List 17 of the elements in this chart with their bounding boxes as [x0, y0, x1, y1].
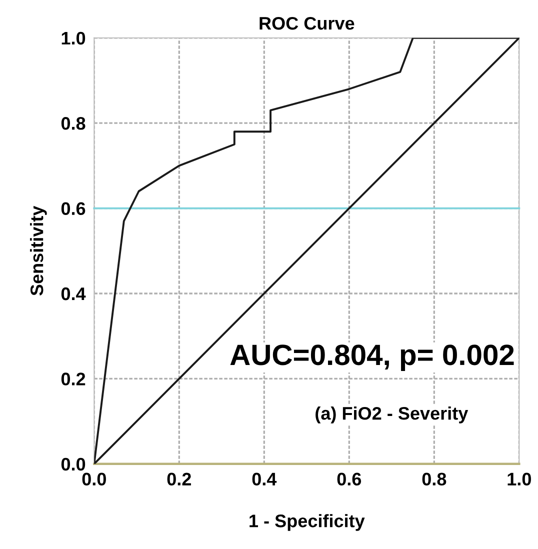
x-tick-label: 1.0 [508, 472, 531, 486]
x-tick-label: 0.2 [167, 472, 191, 486]
annotation: AUC=0.804, p= 0.002 [230, 344, 514, 371]
chart-title: ROC Curve [260, 16, 354, 30]
y-tick-label: 1.0 [62, 32, 86, 45]
x-axis-title: 1 - Specificity [250, 514, 365, 531]
y-axis-title: Sensitivity [30, 206, 47, 296]
x-tick-label: 0.0 [82, 472, 106, 486]
x-tick-label: 0.6 [337, 472, 362, 486]
annotation: (a) FiO2 - Severity [316, 406, 468, 424]
y-tick-label: 0.4 [61, 287, 86, 300]
y-tick-label: 0.6 [61, 202, 86, 216]
y-tick-label: 0.0 [61, 458, 86, 471]
y-tick-label: 0.2 [61, 372, 86, 386]
x-tick-label: 0.8 [422, 472, 446, 486]
y-tick-label: 0.8 [61, 117, 86, 130]
x-tick-label: 0.4 [252, 472, 277, 486]
